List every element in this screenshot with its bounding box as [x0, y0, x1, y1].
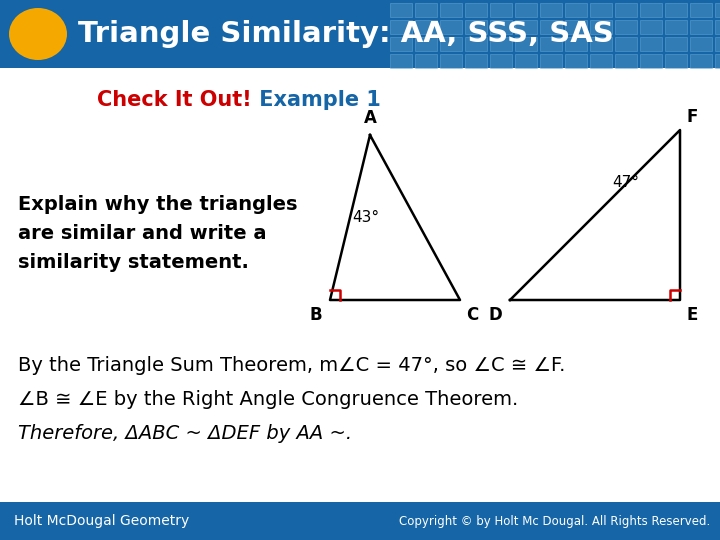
Bar [615, 3, 637, 17]
Text: F: F [686, 108, 698, 126]
Bar [390, 3, 412, 17]
Text: Therefore, ΔABC ~ ΔDEF by AA ~.: Therefore, ΔABC ~ ΔDEF by AA ~. [18, 424, 352, 443]
Bar [690, 20, 712, 34]
Bar [440, 37, 462, 51]
Text: ∠B ≅ ∠E by the Right Angle Congruence Theorem.: ∠B ≅ ∠E by the Right Angle Congruence Th… [18, 390, 518, 409]
Bar [540, 54, 562, 68]
Bar [490, 20, 512, 34]
Bar [390, 37, 412, 51]
Bar [665, 54, 687, 68]
Text: A: A [364, 109, 377, 127]
Bar [0, 502, 720, 540]
Text: Check It Out!: Check It Out! [97, 90, 252, 110]
Bar [565, 37, 587, 51]
Text: Explain why the triangles
are similar and write a
similarity statement.: Explain why the triangles are similar an… [18, 195, 297, 272]
Bar [690, 54, 712, 68]
Bar [415, 54, 437, 68]
Bar [390, 54, 412, 68]
Text: 43°: 43° [352, 210, 379, 225]
Bar [715, 3, 720, 17]
Bar [0, 0, 720, 68]
Bar [715, 37, 720, 51]
Bar [615, 54, 637, 68]
Bar [665, 20, 687, 34]
Bar [565, 20, 587, 34]
Bar [565, 54, 587, 68]
Bar [415, 3, 437, 17]
Bar [515, 3, 537, 17]
Bar [565, 3, 587, 17]
Text: Copyright © by Holt Mc Dougal. All Rights Reserved.: Copyright © by Holt Mc Dougal. All Right… [399, 515, 710, 528]
Bar [440, 54, 462, 68]
Text: By the Triangle Sum Theorem, m∠C = 47°, so ∠C ≅ ∠F.: By the Triangle Sum Theorem, m∠C = 47°, … [18, 356, 565, 375]
Bar [615, 20, 637, 34]
Bar [515, 20, 537, 34]
Text: D: D [488, 306, 502, 324]
Bar [465, 54, 487, 68]
Bar [640, 3, 662, 17]
Bar [590, 3, 612, 17]
Bar [590, 54, 612, 68]
Bar [540, 3, 562, 17]
Ellipse shape [9, 8, 67, 60]
Bar [490, 3, 512, 17]
Bar [390, 20, 412, 34]
Bar [690, 37, 712, 51]
Text: E: E [686, 306, 698, 324]
Bar [440, 20, 462, 34]
Bar [440, 3, 462, 17]
Bar [490, 37, 512, 51]
Bar [640, 37, 662, 51]
Text: 47°: 47° [612, 175, 639, 190]
Text: C: C [466, 306, 478, 324]
Bar [540, 37, 562, 51]
Text: B: B [310, 306, 322, 324]
Bar [690, 3, 712, 17]
Text: Triangle Similarity: AA, SSS, SAS: Triangle Similarity: AA, SSS, SAS [78, 20, 613, 48]
Text: Holt McDougal Geometry: Holt McDougal Geometry [14, 514, 189, 528]
Bar [515, 37, 537, 51]
Bar [590, 37, 612, 51]
Bar [665, 3, 687, 17]
Bar [615, 37, 637, 51]
Bar [515, 54, 537, 68]
Bar [715, 20, 720, 34]
Bar [590, 20, 612, 34]
Bar [640, 54, 662, 68]
Bar [415, 37, 437, 51]
Bar [465, 3, 487, 17]
Bar [665, 37, 687, 51]
Bar [465, 37, 487, 51]
Bar [490, 54, 512, 68]
Bar [415, 20, 437, 34]
Bar [540, 20, 562, 34]
Bar [640, 20, 662, 34]
Bar [465, 20, 487, 34]
Bar [715, 54, 720, 68]
Text: Example 1: Example 1 [252, 90, 381, 110]
